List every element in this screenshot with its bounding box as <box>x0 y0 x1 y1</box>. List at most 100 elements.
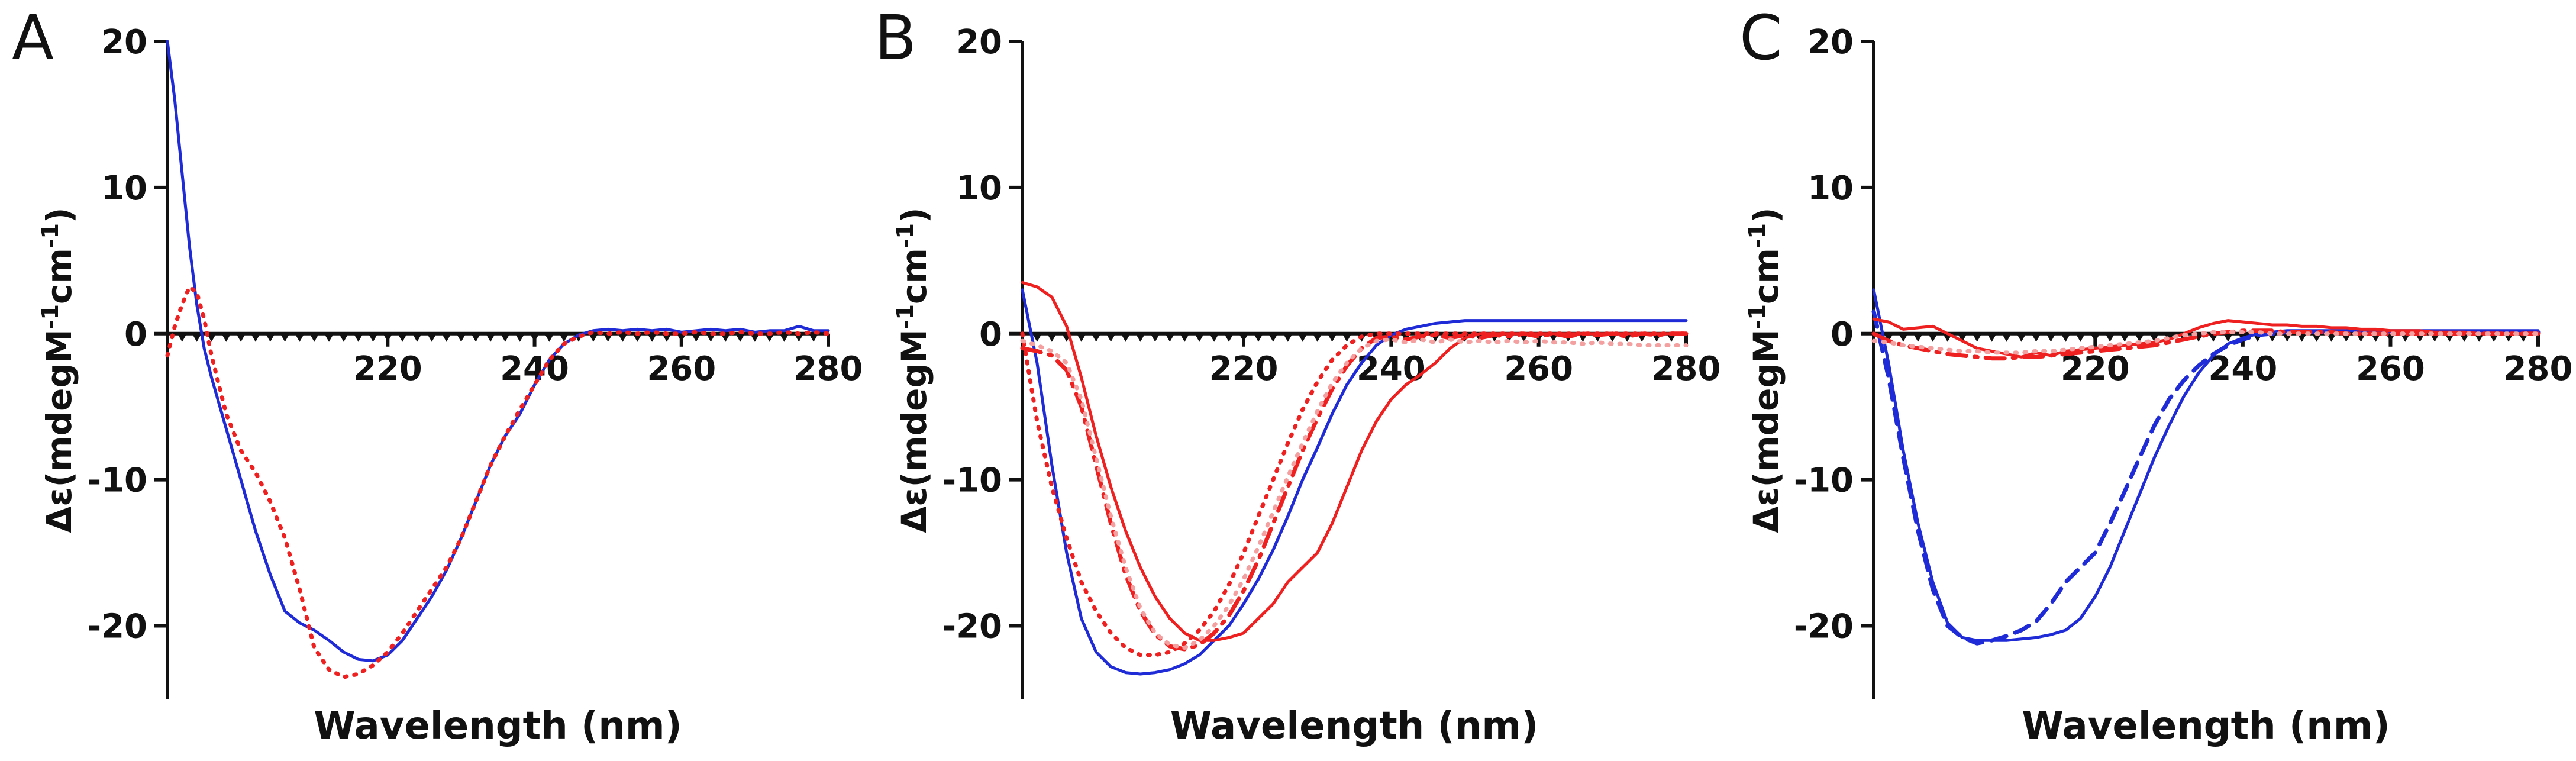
x-minor-tick <box>1150 333 1160 342</box>
x-minor-tick <box>1135 333 1145 342</box>
x-minor-tick <box>456 333 466 342</box>
x-minor-tick <box>2312 333 2322 342</box>
y-tick-label: 0 <box>1831 315 1854 354</box>
y-tick-label: -20 <box>1794 608 1854 646</box>
x-minor-tick <box>324 333 334 342</box>
x-minor-tick <box>1913 333 1923 342</box>
x-minor-tick <box>177 333 187 342</box>
x-minor-tick <box>2430 333 2440 342</box>
x-minor-tick <box>486 333 496 342</box>
x-minor-tick <box>368 333 378 342</box>
y-tick-label: 10 <box>1807 169 1854 208</box>
series-line-red-dotted <box>1020 331 1689 657</box>
x-minor-tick <box>2223 333 2233 342</box>
x-minor-tick <box>1121 333 1131 342</box>
x-minor-tick <box>398 333 408 342</box>
y-tick-label: -20 <box>942 608 1002 646</box>
series-line-pink-dotted <box>1871 330 2541 355</box>
x-tick-label: 280 <box>1652 350 1721 388</box>
x-minor-tick <box>1898 333 1908 342</box>
x-minor-tick <box>735 333 745 342</box>
x-minor-tick <box>1327 333 1337 342</box>
x-minor-tick <box>1957 333 1967 342</box>
series-line-red-dash-dot <box>1020 331 1689 652</box>
x-minor-tick <box>1076 333 1086 342</box>
series-line-red-solid <box>1021 280 1688 642</box>
x-minor-tick <box>661 333 672 342</box>
x-minor-tick <box>2075 333 2086 342</box>
x-minor-tick <box>2135 333 2145 342</box>
y-tick-label: -10 <box>88 462 147 500</box>
x-minor-tick <box>618 333 628 342</box>
x-minor-tick <box>2046 333 2056 342</box>
x-minor-tick <box>250 333 260 342</box>
x-minor-tick <box>588 333 598 342</box>
y-tick-label: 0 <box>979 315 1002 354</box>
x-minor-tick <box>750 333 760 342</box>
x-minor-tick <box>764 333 774 342</box>
x-minor-tick <box>2016 333 2026 342</box>
y-tick-label: -10 <box>1794 462 1854 500</box>
panel-letter: C <box>1739 2 1783 74</box>
x-minor-tick <box>1091 333 1101 342</box>
series-line-blue-dashed <box>1871 309 2541 646</box>
x-minor-tick <box>2208 333 2218 342</box>
x-minor-tick <box>1195 333 1205 342</box>
x-minor-tick <box>647 333 657 342</box>
x-axis-title: Wavelength (nm) <box>314 704 682 748</box>
series-line-blue-solid <box>1021 288 1688 676</box>
x-minor-tick <box>1253 333 1263 342</box>
x-minor-tick <box>2002 333 2012 342</box>
x-minor-tick <box>1283 333 1293 342</box>
x-minor-tick <box>779 333 789 342</box>
x-minor-tick <box>603 333 613 342</box>
y-tick-label: 20 <box>1807 23 1854 62</box>
x-minor-tick <box>2061 333 2071 342</box>
x-minor-tick <box>500 333 510 342</box>
panel-c: C 20 10 0 -10 -20 220 240 260 280 Wavelength (nm) Δ… <box>1739 2 2572 748</box>
series-line-red-dash-dot <box>1871 328 2541 361</box>
y-axis-title: Δε(mdegM-1cm-1) <box>1744 208 1786 533</box>
y-tick-label: 20 <box>101 23 147 62</box>
y-tick-label: -20 <box>88 608 147 646</box>
x-minor-tick <box>412 333 422 342</box>
x-minor-tick <box>1209 333 1219 342</box>
x-minor-tick <box>1032 333 1042 342</box>
x-tick-label: 260 <box>2356 350 2425 388</box>
series-line-pink-dotted <box>1020 337 1689 650</box>
x-minor-tick <box>1312 333 1322 342</box>
series-line-blue-solid <box>1872 288 2540 642</box>
x-minor-tick <box>1883 333 1893 342</box>
x-minor-tick <box>309 333 319 342</box>
x-minor-tick <box>1342 333 1352 342</box>
x-minor-tick <box>280 333 290 342</box>
x-minor-tick <box>1180 333 1190 342</box>
x-minor-tick <box>2120 333 2130 342</box>
x-minor-tick <box>1987 333 1997 342</box>
x-minor-tick <box>2149 333 2159 342</box>
y-tick-label: -10 <box>942 462 1002 500</box>
x-tick-label: 220 <box>353 350 422 388</box>
x-minor-tick <box>295 333 305 342</box>
x-minor-tick <box>632 333 643 342</box>
x-tick-label: 260 <box>647 350 716 388</box>
panel-letter: B <box>874 2 916 74</box>
x-minor-tick <box>427 333 437 342</box>
x-minor-tick <box>1106 333 1116 342</box>
x-minor-tick <box>236 333 246 342</box>
x-minor-tick <box>2031 333 2041 342</box>
x-minor-tick <box>1047 333 1057 342</box>
series-line-red-dotted <box>165 285 831 679</box>
x-minor-tick <box>515 333 525 342</box>
panel-letter: A <box>12 2 54 74</box>
x-tick-label: 260 <box>1504 350 1573 388</box>
y-tick-label: 20 <box>956 23 1002 62</box>
x-tick-label: 220 <box>2061 350 2130 388</box>
x-minor-tick <box>1297 333 1308 342</box>
y-axis-title: Δε(mdegM-1cm-1) <box>37 208 79 533</box>
x-minor-tick <box>1165 333 1175 342</box>
y-axis-title: Δε(mdegM-1cm-1) <box>892 208 934 533</box>
x-minor-tick <box>441 333 451 342</box>
x-minor-tick <box>221 333 231 342</box>
